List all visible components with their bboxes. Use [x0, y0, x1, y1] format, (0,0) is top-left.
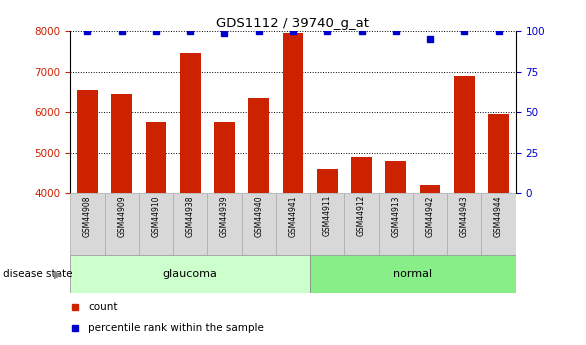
- Text: GSM44944: GSM44944: [494, 195, 503, 237]
- Text: disease state: disease state: [3, 269, 73, 279]
- Text: GSM44909: GSM44909: [117, 195, 126, 237]
- Text: count: count: [88, 302, 118, 312]
- Bar: [454, 76, 475, 193]
- Text: GSM44910: GSM44910: [151, 195, 161, 237]
- Bar: [447, 193, 482, 255]
- Bar: [282, 33, 304, 193]
- Bar: [104, 193, 139, 255]
- Bar: [111, 94, 132, 193]
- Text: GSM44913: GSM44913: [391, 195, 400, 237]
- Text: percentile rank within the sample: percentile rank within the sample: [88, 323, 264, 333]
- Text: GSM44943: GSM44943: [460, 195, 469, 237]
- Bar: [317, 169, 338, 193]
- Bar: [214, 122, 235, 193]
- Text: GSM44942: GSM44942: [425, 195, 435, 237]
- Title: GDS1112 / 39740_g_at: GDS1112 / 39740_g_at: [216, 17, 370, 30]
- Bar: [310, 193, 345, 255]
- Bar: [310, 255, 516, 293]
- Text: GSM44938: GSM44938: [186, 195, 195, 237]
- Bar: [420, 185, 440, 193]
- Text: GSM44939: GSM44939: [220, 195, 229, 237]
- Bar: [379, 193, 413, 255]
- Bar: [248, 98, 269, 193]
- Text: ▶: ▶: [54, 269, 63, 279]
- Bar: [139, 193, 173, 255]
- Bar: [276, 193, 310, 255]
- Bar: [180, 53, 200, 193]
- Bar: [482, 193, 516, 255]
- Bar: [173, 193, 207, 255]
- Text: GSM44940: GSM44940: [254, 195, 263, 237]
- Bar: [207, 193, 241, 255]
- Text: glaucoma: glaucoma: [163, 269, 217, 279]
- Text: GSM44941: GSM44941: [288, 195, 298, 237]
- Bar: [413, 193, 447, 255]
- Bar: [70, 193, 104, 255]
- Text: normal: normal: [393, 269, 432, 279]
- Bar: [77, 90, 98, 193]
- Bar: [345, 193, 379, 255]
- Bar: [241, 193, 276, 255]
- Bar: [146, 122, 166, 193]
- Bar: [386, 161, 406, 193]
- Bar: [351, 157, 372, 193]
- Bar: [488, 114, 509, 193]
- Bar: [70, 255, 310, 293]
- Text: GSM44911: GSM44911: [323, 195, 332, 236]
- Text: GSM44912: GSM44912: [357, 195, 366, 236]
- Text: GSM44908: GSM44908: [83, 195, 92, 237]
